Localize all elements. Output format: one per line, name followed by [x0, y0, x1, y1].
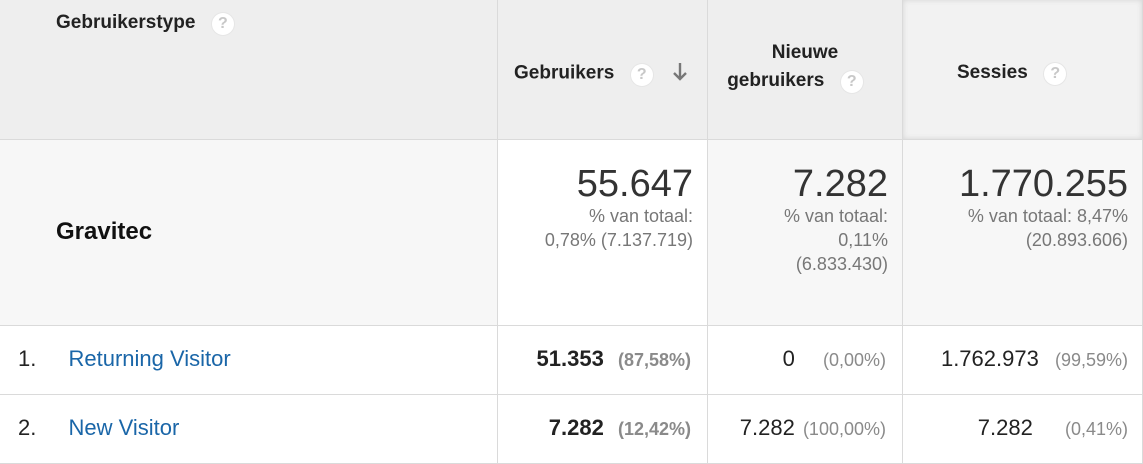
table-row-1-users: 51.353 (87,58%) — [498, 326, 708, 395]
row-sessions-value: 1.762.973 — [940, 346, 1039, 371]
row-new-users-pct: (0,00%) — [822, 350, 886, 370]
row-sessions-pct: (0,41%) — [1064, 419, 1128, 439]
summary-sessions: 1.770.255 % van totaal: 8,47% (20.893.60… — [903, 140, 1143, 326]
row-index: 1. — [18, 346, 37, 371]
users-pct-line1: % van totaal: — [588, 206, 693, 226]
summary-users: 55.647 % van totaal: 0,78% (7.137.719) — [498, 140, 708, 326]
table-row-1-dimension: 1. Returning Visitor — [0, 326, 498, 395]
header-users[interactable]: Gebruikers ? — [498, 0, 708, 140]
sessions-pct-line1: % van totaal: 8,47% — [967, 206, 1128, 226]
sessions-pct-line2: (20.893.606) — [1025, 230, 1128, 250]
new-users-pct-line2: 0,11% — [838, 230, 888, 250]
users-pct-line2: 0,78% (7.137.719) — [544, 230, 693, 250]
summary-new-users: 7.282 % van totaal: 0,11% (6.833.430) — [708, 140, 903, 326]
users-total: 55.647 — [576, 163, 693, 205]
header-new-users-line2[interactable]: gebruikers — [727, 70, 825, 91]
table-row-1-sessions: 1.762.973 (99,59%) — [903, 326, 1143, 395]
sort-arrow-down-icon[interactable] — [671, 62, 689, 87]
row-sessions-pct: (99,59%) — [1054, 350, 1128, 370]
new-users-pct-line3: (6.833.430) — [795, 254, 888, 274]
header-new-users-line1[interactable]: Nieuwe — [771, 42, 839, 63]
help-icon[interactable]: ? — [211, 12, 234, 35]
table-row-2-new-users: 7.282 (100,00%) — [708, 395, 903, 464]
header-sessions-label[interactable]: Sessies — [957, 62, 1028, 83]
summary-segment: Gravitec — [0, 140, 498, 326]
row-new-users-value: 7.282 — [739, 415, 795, 440]
row-users-pct: (12,42%) — [617, 419, 691, 439]
header-sessions[interactable]: Sessies ? — [903, 0, 1143, 140]
row-new-users-pct: (100,00%) — [802, 419, 886, 439]
header-users-label[interactable]: Gebruikers — [514, 62, 615, 84]
table-row-2-dimension: 2. New Visitor — [0, 395, 498, 464]
sessions-total: 1.770.255 — [958, 163, 1128, 205]
table-row-2-users: 7.282 (12,42%) — [498, 395, 708, 464]
row-users-value: 7.282 — [548, 415, 604, 440]
row-new-users-value: 0 — [782, 346, 795, 371]
help-icon[interactable]: ? — [1044, 62, 1067, 85]
row-users-value: 51.353 — [536, 346, 604, 371]
new-users-pct-line1: % van totaal: — [783, 206, 888, 226]
help-icon[interactable]: ? — [630, 63, 653, 86]
table-row-1-new-users: 0 (0,00%) — [708, 326, 903, 395]
segment-name: Gravitec — [56, 218, 153, 245]
header-dimension[interactable]: Gebruikerstype ? — [0, 0, 498, 140]
row-users-pct: (87,58%) — [617, 350, 691, 370]
row-sessions-value: 7.282 — [977, 415, 1033, 440]
help-icon[interactable]: ? — [840, 70, 863, 93]
row-link-new-visitor[interactable]: New Visitor — [68, 415, 180, 440]
table-row-2-sessions: 7.282 (0,41%) — [903, 395, 1143, 464]
header-dimension-label[interactable]: Gebruikerstype — [56, 12, 196, 33]
header-new-users[interactable]: Nieuwe gebruikers ? — [708, 0, 903, 140]
new-users-total: 7.282 — [792, 163, 888, 205]
row-link-returning-visitor[interactable]: Returning Visitor — [68, 346, 231, 371]
row-index: 2. — [18, 415, 37, 440]
